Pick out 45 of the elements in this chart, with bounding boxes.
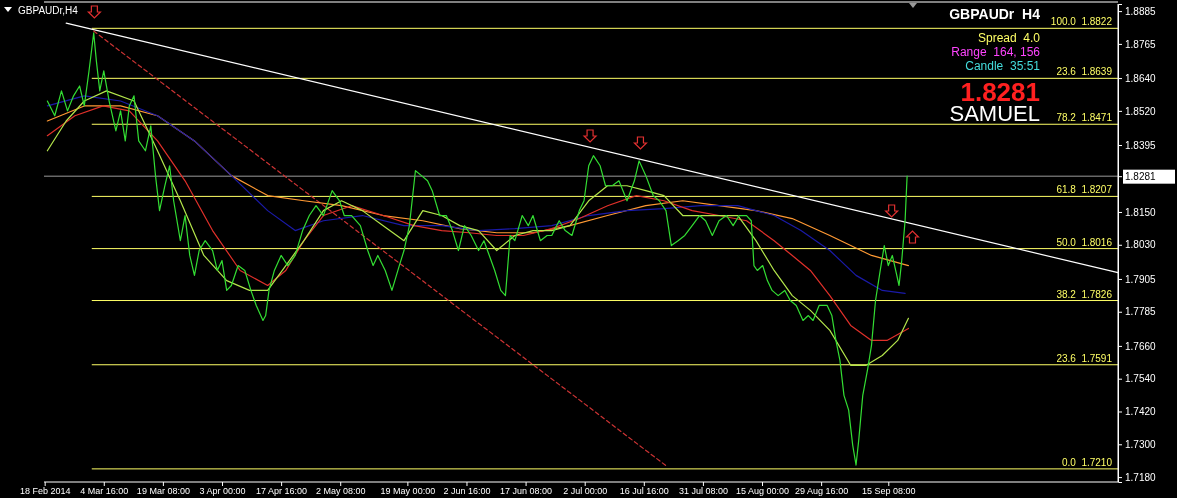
ref-line-label: 61.8 1.8207 [1056, 184, 1113, 196]
x-tick-label: 17 Jun 08:00 [500, 485, 553, 496]
y-tick-label: 1.7785 [1125, 306, 1157, 318]
y-tick-label: 1.8030 [1125, 239, 1157, 251]
chart-title: GBPAUDr,H4 [18, 5, 79, 16]
y-tick-label: 1.8640 [1125, 72, 1157, 84]
y-tick-label: 1.7660 [1125, 340, 1157, 352]
x-tick-label: 17 Apr 16:00 [256, 485, 308, 496]
x-tick-label: 15 Aug 00:00 [735, 485, 790, 496]
x-tick-label: 4 Mar 16:00 [80, 485, 129, 496]
x-tick-label: 15 Sep 08:00 [862, 485, 916, 496]
y-tick-label: 1.8150 [1125, 206, 1157, 218]
ref-line-label: 50.0 1.8016 [1056, 236, 1113, 248]
y-tick-label: 1.8765 [1125, 38, 1157, 50]
y-tick-label: 1.7420 [1125, 406, 1157, 418]
ref-line-label: 23.6 1.7591 [1056, 352, 1113, 364]
x-tick-label: 19 May 00:00 [380, 485, 436, 496]
annotation: Spread 4.0 [977, 31, 1041, 45]
y-tick-label: 1.8281 [1125, 170, 1157, 182]
ref-line-label: 0.0 1.7210 [1061, 456, 1113, 468]
y-tick-label: 1.8395 [1125, 139, 1157, 151]
annotation: Range 164, 156 [951, 45, 1041, 59]
x-tick-label: 29 Aug 16:00 [795, 485, 849, 496]
x-tick-label: 18 Feb 2014 [19, 485, 71, 496]
annotation: GBPAUDr H4 [949, 6, 1041, 22]
ref-line-label: 23.6 1.8639 [1056, 66, 1113, 78]
x-tick-label: 2 May 08:00 [315, 485, 366, 496]
x-tick-label: 2 Jul 00:00 [563, 485, 608, 496]
y-tick-label: 1.7905 [1125, 273, 1157, 285]
line-series [46, 95, 906, 295]
y-tick-label: 1.7300 [1125, 438, 1157, 450]
y-tick-label: 1.8520 [1125, 105, 1157, 117]
line-series [46, 32, 908, 466]
x-tick-label: 16 Jul 16:00 [619, 485, 669, 496]
annotation: Candle 35:51 [965, 59, 1041, 73]
ref-line-label: 38.2 1.7826 [1056, 288, 1113, 300]
x-tick-label: 19 Mar 08:00 [136, 485, 190, 496]
x-tick-label: 2 Jun 16:00 [443, 485, 491, 496]
ref-line-label: 100.0 1.8822 [1050, 16, 1113, 28]
y-tick-label: 1.7180 [1125, 471, 1157, 483]
y-tick-label: 1.8885 [1125, 5, 1157, 17]
ref-line-label: 78.2 1.8471 [1056, 112, 1113, 124]
x-tick-label: 3 Apr 00:00 [199, 485, 246, 496]
y-tick-label: 1.7540 [1125, 373, 1157, 385]
x-tick-label: 31 Jul 08:00 [678, 485, 728, 496]
